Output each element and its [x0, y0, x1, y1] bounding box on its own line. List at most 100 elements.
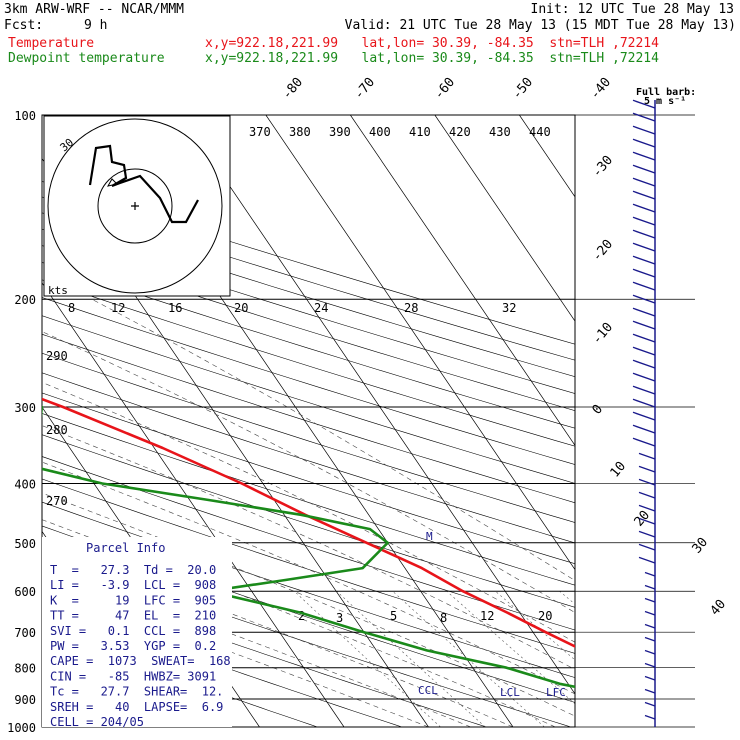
- moist-adiabat-line: [42, 461, 575, 695]
- pressure-tick-label: 300: [14, 401, 36, 415]
- mixing-ratio-line: [294, 590, 441, 727]
- wind-barb: [638, 556, 656, 564]
- isotherm-label: -40: [588, 75, 615, 103]
- isotherm-line: [0, 115, 6, 727]
- wind-barb: [632, 437, 656, 447]
- dry-adiabat-line: [42, 196, 575, 361]
- wind-barb: [644, 623, 656, 629]
- mid-level-marker: M: [426, 530, 433, 543]
- dry-adiabat-line: [42, 602, 402, 727]
- plot-frame: [41, 114, 576, 728]
- wind-barb: [644, 571, 656, 577]
- isotherm-label: 20: [632, 508, 654, 530]
- forecast-label: Fcst:: [4, 18, 44, 33]
- parcel-info-row: T = 27.3 Td = 20.0: [50, 563, 216, 577]
- theta-label: 370: [249, 125, 271, 139]
- wetbulb-label: 32: [502, 301, 516, 315]
- wind-barb: [632, 424, 656, 434]
- wind-barb: [632, 411, 656, 421]
- wind-barb: [638, 478, 656, 486]
- wind-barb: [638, 452, 656, 460]
- dry-adiabat-line: [42, 262, 575, 429]
- dry-adiabat-line: [42, 456, 575, 631]
- mixing-ratio-line: [559, 590, 575, 605]
- wind-barb: [638, 543, 656, 551]
- wind-barb: [638, 530, 656, 538]
- dry-adiabat-line: [42, 228, 575, 394]
- isotherm-label: 40: [708, 597, 730, 619]
- isotherm-label: -60: [432, 75, 459, 103]
- mixing-ratio-label: 2: [298, 609, 305, 623]
- pressure-tick-label: 800: [14, 662, 36, 676]
- wind-barb: [632, 151, 656, 161]
- theta-label: 390: [329, 125, 351, 139]
- dry-adiabat-line: [42, 333, 575, 504]
- parcel-info-row: LI = -3.9 LCL = 908: [50, 578, 216, 592]
- wind-barb: [632, 333, 656, 343]
- mixing-ratio-line: [495, 590, 575, 661]
- parcel-info-row: Tc = 27.7 SHEAR= 12.: [50, 685, 223, 699]
- ccl-label: CCL: [418, 684, 438, 697]
- barb-legend-line1: Full barb:: [636, 87, 696, 98]
- dry-adiabat-line: [42, 245, 575, 411]
- dry-adiabat-line: [42, 434, 575, 608]
- wind-barb: [644, 675, 656, 681]
- hodograph-center-mark: [131, 202, 139, 210]
- isotherm-label: 0: [590, 402, 607, 418]
- dry-adiabat-line: [42, 279, 575, 447]
- model-title: 3km ARW-WRF -- NCAR/MMM: [4, 2, 185, 17]
- wind-barb: [632, 398, 656, 408]
- wind-barb: [632, 125, 656, 135]
- wind-barb: [638, 517, 656, 525]
- dry-adiabat-line: [42, 413, 575, 586]
- parcel-info-row: CAPE = 1073 SWEAT= 168: [50, 654, 231, 668]
- theta-label: 410: [409, 125, 431, 139]
- parcel-info-row: SVI = 0.1 CCL = 898: [50, 624, 216, 638]
- dry-adiabat-line: [42, 352, 575, 523]
- pressure-tick-label: 500: [14, 537, 36, 551]
- wind-barb: [644, 584, 656, 590]
- init-time: Init: 12 UTC Tue 28 May 13: [530, 2, 735, 17]
- mixing-ratio-label: 3: [336, 611, 343, 625]
- wind-barb: [644, 649, 656, 655]
- wind-barb: [632, 242, 656, 252]
- wind-barb: [632, 177, 656, 187]
- theta-label: 430: [489, 125, 511, 139]
- isotherm-line: [181, 115, 575, 695]
- isotherm-label: -30: [590, 153, 617, 181]
- mixing-ratio-line: [392, 590, 545, 727]
- wind-barb: [632, 307, 656, 317]
- wind-barb: [632, 164, 656, 174]
- pressure-tick-label: 700: [14, 626, 36, 640]
- isotherm-line: [265, 115, 575, 571]
- dry-adiabat-line: [42, 501, 575, 678]
- wetbulb-label: 24: [314, 301, 328, 315]
- dry-adiabat-line: [42, 315, 575, 484]
- dewpoint-legend-label: Dewpoint temperature: [8, 51, 165, 66]
- wind-barb: [632, 112, 656, 122]
- temperature-legend-label: Temperature: [8, 36, 95, 51]
- wind-barb: [632, 294, 656, 304]
- wind-barb: [644, 636, 656, 642]
- hodograph-ring-inner: [97, 168, 173, 244]
- mixing-ratio-label: 8: [440, 611, 447, 625]
- lfc-label: LFC: [546, 686, 566, 699]
- wind-barb: [632, 346, 656, 356]
- wind-barb: [632, 281, 656, 291]
- theta-label-left: 290: [46, 349, 68, 363]
- wind-barb: [632, 320, 656, 330]
- wind-barb: [644, 714, 656, 720]
- mixing-ratio-label: 12: [480, 609, 494, 623]
- wetbulb-label: 8: [68, 301, 75, 315]
- isotherm-label: -80: [280, 75, 307, 103]
- wind-barb: [632, 359, 656, 369]
- lcl-label: LCL: [500, 686, 520, 699]
- pressure-tick-label: 600: [14, 585, 36, 599]
- pressure-tick-label: 900: [14, 693, 36, 707]
- isotherm-label: -20: [590, 237, 617, 265]
- wind-barb: [644, 610, 656, 616]
- wind-barb: [644, 701, 656, 707]
- wind-barb: [644, 597, 656, 603]
- theta-label: 380: [289, 125, 311, 139]
